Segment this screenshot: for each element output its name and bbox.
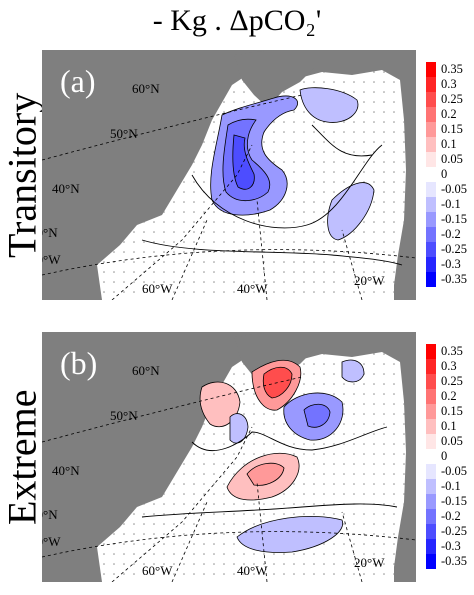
colorbar-segment (426, 212, 436, 227)
colorbar-tick-label: 0.35 (441, 344, 463, 358)
colorbar-segment (426, 449, 436, 464)
colorbar-tick-label: -0.35 (441, 272, 468, 286)
lon-label-60w: 60°W (142, 563, 173, 578)
anomaly-negative-2 (303, 403, 331, 428)
anomaly-blob-4 (299, 87, 359, 123)
lon-label-40w: 40°W (237, 563, 268, 578)
colorbar-tick-label: -0.15 (441, 212, 468, 226)
map-panel-a: (a) 60°N 50°N 40°N 30°N 80°W 60°W 40°W 2… (42, 50, 416, 300)
colorbar-tick-label: 0.2 (441, 389, 457, 403)
panel-letter-b: (b) (60, 345, 97, 381)
anomaly-blob-3 (232, 134, 255, 190)
colorbar-segment (426, 272, 436, 287)
lon-label-80w: 80°W (42, 534, 61, 549)
colorbar-segment (426, 464, 436, 479)
colorbar-segment (426, 137, 436, 152)
colorbar-segment (426, 182, 436, 197)
colorbar-tick-label: -0.2 (441, 509, 461, 523)
colorbar-tick-label: 0.05 (441, 152, 463, 166)
colorbar-segment (426, 509, 436, 524)
colorbar-segment (426, 434, 436, 449)
lat-label-50n: 50°N (110, 408, 138, 423)
lat-label-60n: 60°N (132, 81, 160, 96)
map-extreme: (b) 60°N 50°N 40°N 30°N 80°W 60°W 40°W 2… (42, 332, 416, 582)
colorbar-tick-label: -0.15 (441, 494, 468, 508)
colorbar-segment (426, 494, 436, 509)
colorbar-segment (426, 479, 436, 494)
colorbar-tick-label: 0 (441, 449, 448, 463)
figure-title: - Kg . ΔpCO₂' (152, 4, 322, 37)
colorbar-segment (426, 524, 436, 539)
colorbar-tick-label: -0.25 (441, 524, 468, 538)
colorbar-tick-label: -0.25 (441, 242, 468, 256)
colorbar-segment (426, 107, 436, 122)
colorbar-tick-label: 0.15 (441, 122, 463, 136)
colorbar-tick-label: 0.25 (441, 92, 463, 106)
lon-label-80w: 80°W (42, 252, 61, 267)
lat-label-40n: 40°N (52, 181, 80, 196)
colorbar-tick-label: 0.1 (441, 419, 457, 433)
anomaly-positive-3 (199, 381, 241, 428)
colorbar-tick-label: 0.35 (441, 62, 463, 76)
lon-label-20w: 20°W (354, 273, 385, 288)
colorbar-tick-label: -0.05 (441, 464, 468, 478)
anomaly-blob-5 (327, 182, 375, 241)
colorbar-transitory (426, 62, 436, 287)
colorbar-tick-label: 0.3 (441, 77, 457, 91)
colorbar-tick-label: -0.2 (441, 227, 461, 241)
colorbar-segment (426, 62, 436, 77)
lat-label-50n: 50°N (110, 126, 138, 141)
colorbar-segment (426, 419, 436, 434)
colorbar-tick-label: -0.05 (441, 182, 468, 196)
lat-label-40n: 40°N (52, 463, 80, 478)
colorbar-tick-label: -0.35 (441, 554, 468, 568)
colorbar-segment (426, 374, 436, 389)
colorbar-segment (426, 227, 436, 242)
row-label-extreme: Extreme (0, 389, 45, 525)
colorbar-segment (426, 152, 436, 167)
row-label-transitory: Transitory (0, 92, 45, 258)
lon-label-60w: 60°W (142, 281, 173, 296)
anomaly-negative-3 (229, 413, 249, 444)
colorbar-extreme (426, 344, 436, 569)
colorbar-tick-label: 0.15 (441, 404, 463, 418)
panel-letter-a: (a) (60, 63, 96, 99)
lat-label-30n: 30°N (42, 225, 58, 240)
colorbar-segment (426, 554, 436, 569)
colorbar-segment (426, 197, 436, 212)
colorbar-segment (426, 359, 436, 374)
graticule-lines (42, 94, 416, 300)
colorbar-tick-label: 0.05 (441, 434, 463, 448)
colorbar-tick-label: 0 (441, 167, 448, 181)
colorbar-segment (426, 122, 436, 137)
map-panel-b: (b) 60°N 50°N 40°N 30°N 80°W 60°W 40°W 2… (42, 332, 416, 582)
colorbar-tick-label: -0.3 (441, 539, 461, 553)
colorbar-tick-label: 0.2 (441, 107, 457, 121)
colorbar-tick-label: 0.3 (441, 359, 457, 373)
colorbar-segment (426, 257, 436, 272)
anomaly-negative-4 (341, 359, 365, 383)
colorbar-tick-label: -0.3 (441, 257, 461, 271)
graticule-lines (42, 376, 416, 582)
map-transitory: (a) 60°N 50°N 40°N 30°N 80°W 60°W 40°W 2… (42, 50, 416, 300)
anomaly-positive-5 (246, 462, 285, 486)
greenland-landmass (234, 50, 314, 108)
colorbar-segment (426, 389, 436, 404)
colorbar-segment (426, 404, 436, 419)
colorbar-segment (426, 92, 436, 107)
lon-label-20w: 20°W (354, 555, 385, 570)
colorbar-segment (426, 167, 436, 182)
lat-label-30n: 30°N (42, 507, 58, 522)
colorbar-tick-label: -0.1 (441, 197, 461, 211)
colorbar-segment (426, 539, 436, 554)
colorbar-tick-label: -0.1 (441, 479, 461, 493)
colorbar-segment (426, 344, 436, 359)
colorbar-segment (426, 242, 436, 257)
colorbar-tick-label: 0.25 (441, 374, 463, 388)
colorbar-tick-label: 0.1 (441, 137, 457, 151)
lat-label-60n: 60°N (132, 363, 160, 378)
colorbar-segment (426, 77, 436, 92)
lon-label-40w: 40°W (237, 281, 268, 296)
